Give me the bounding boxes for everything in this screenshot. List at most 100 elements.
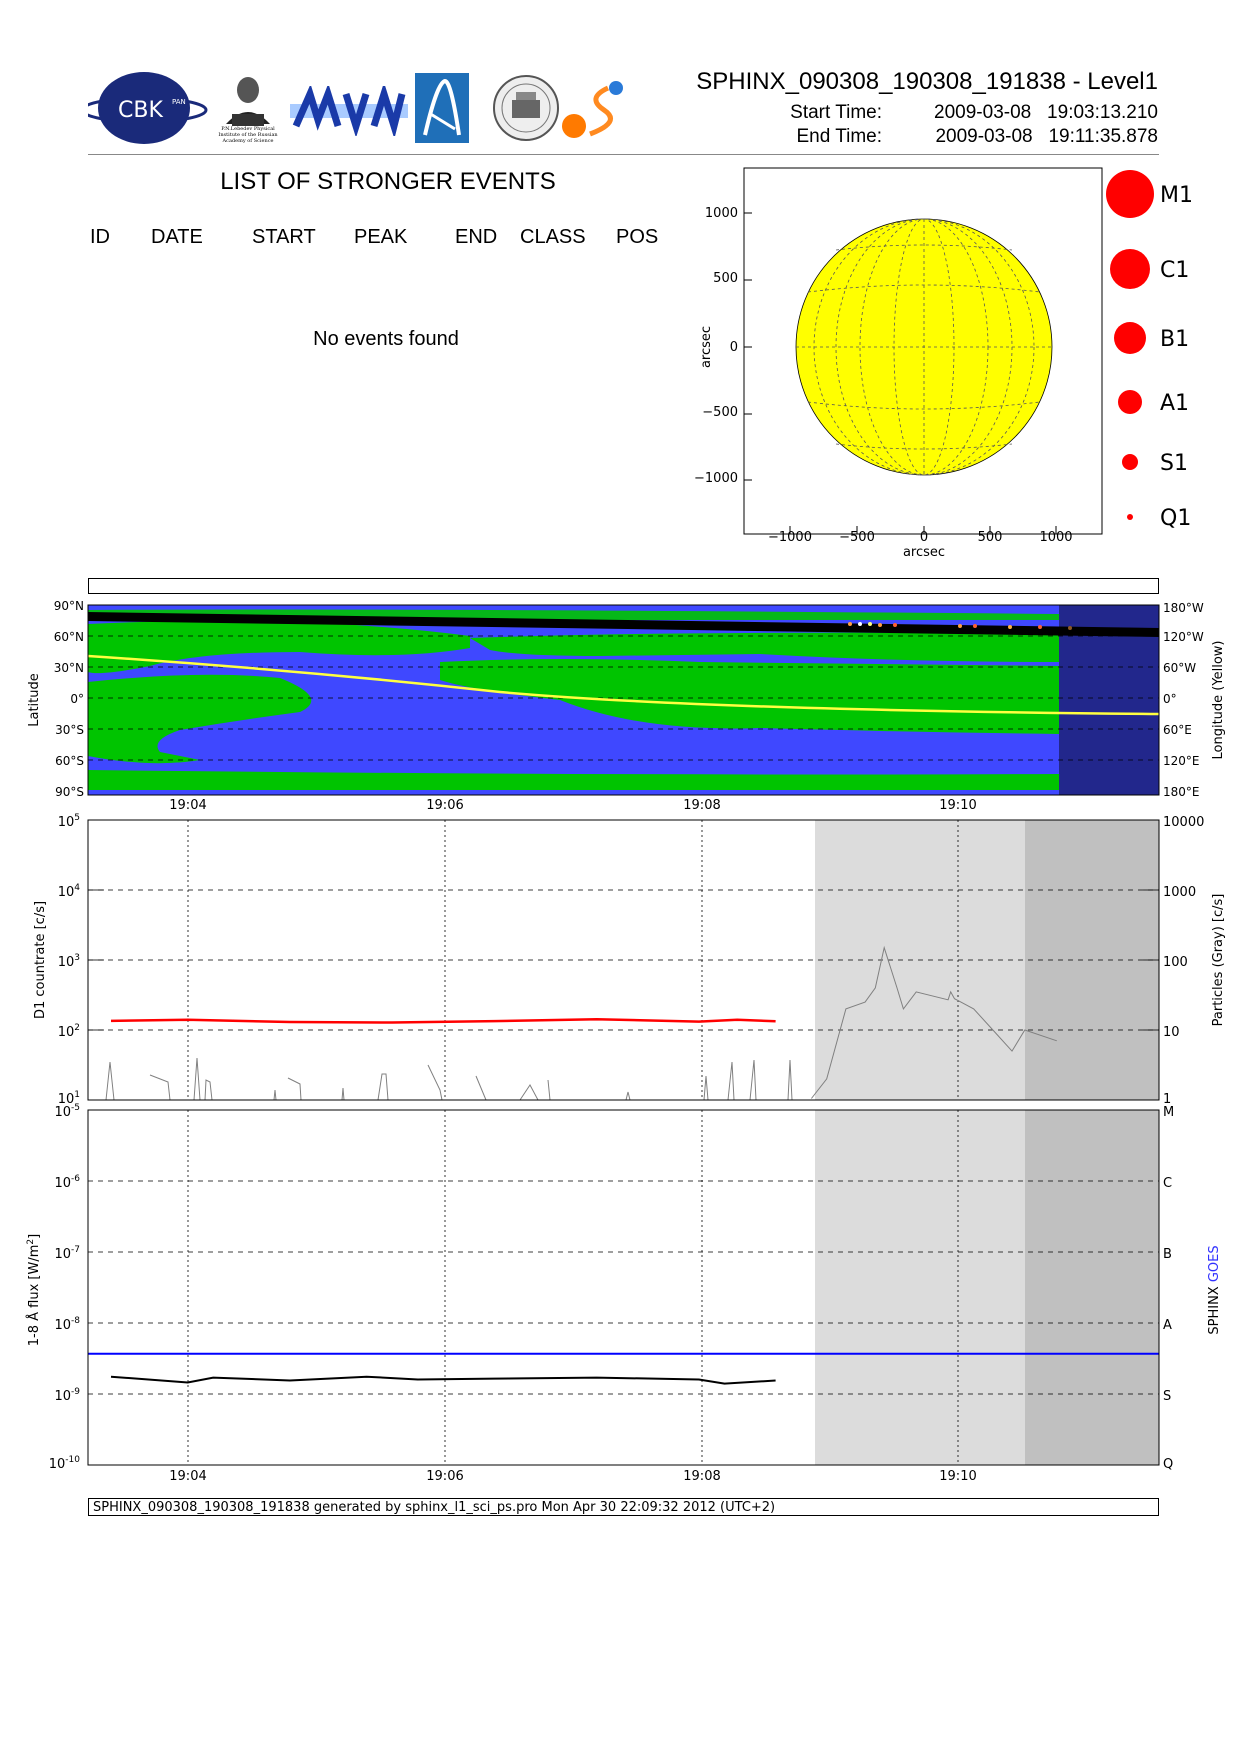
countrate-series-line-0 [110, 1018, 776, 1024]
col-peak: PEAK [354, 226, 408, 248]
header-divider [88, 154, 1159, 155]
svg-text:100: 100 [1163, 955, 1188, 970]
legend-label-a1: A1 [1160, 391, 1189, 416]
legend-label-s1: S1 [1160, 451, 1188, 476]
sun-map: 1000 500 0 −500 −1000 −1000 −500 0 500 1… [694, 167, 1193, 560]
svg-text:1: 1 [1163, 1092, 1171, 1107]
x-tick: 19:04 [169, 798, 206, 813]
status-strip [88, 578, 1159, 594]
legend-dot-b1 [1114, 322, 1146, 354]
y-tick: 0 [730, 340, 738, 355]
cbk-logo: CBK PAN [80, 70, 208, 146]
col-end: END [455, 226, 498, 248]
svg-text:10: 10 [1163, 1025, 1180, 1040]
legend-dot-s1 [1122, 454, 1138, 470]
cbk-logo-text: CBK [118, 98, 163, 123]
lat-tick: 90°N [54, 600, 84, 613]
sun-map-y-ticks: 1000 500 0 −500 −1000 [694, 206, 738, 486]
sun-map-x-ticks: −1000 −500 0 500 1000 [768, 530, 1073, 545]
flux-left-ticks: 10-5 10-6 10-7 10-8 10-9 10-10 [49, 1103, 81, 1472]
y-tick: 500 [713, 271, 738, 286]
x-tick: 1000 [1039, 530, 1072, 545]
seal-logo [492, 72, 560, 144]
countrate-ylabel-left: D1 countrate [c/s] [33, 901, 48, 1019]
svg-text:M: M [1163, 1105, 1174, 1120]
y-tick: 1000 [705, 206, 738, 221]
legend-dot-m1 [1106, 170, 1154, 218]
x-tick: 19:06 [426, 798, 463, 813]
lat-tick: 60°N [54, 630, 84, 644]
flux-x-ticks: 19:04 19:06 19:08 19:10 [169, 1469, 976, 1484]
col-pos: POS [616, 226, 659, 248]
countrate-left-ticks: 105 104 103 102 101 [58, 813, 81, 1107]
particles-baseline-spikes [105, 1057, 793, 1101]
svg-text:103: 103 [58, 953, 80, 970]
lon-tick: 180°W [1163, 601, 1204, 615]
svg-text:10-8: 10-8 [54, 1316, 80, 1333]
sun-map-tickmarks [744, 212, 1057, 534]
svg-text:B: B [1163, 1247, 1172, 1262]
countrate-ylabel-right: Particles (Gray) [c/s] [1211, 894, 1226, 1027]
x-tick: 19:08 [683, 1469, 720, 1484]
svg-text:C: C [1163, 1176, 1172, 1191]
land-masses [88, 609, 1059, 790]
legend-dot-a1 [1118, 390, 1142, 414]
svg-text:Q: Q [1163, 1457, 1173, 1472]
x-tick: −1000 [768, 530, 812, 545]
flare-class-legend: M1 C1 B1 A1 S1 Q1 [1106, 170, 1193, 531]
lat-tick: 60°S [55, 754, 84, 768]
solar-disk [795, 218, 1053, 476]
map-ylabel-left: Latitude [27, 673, 42, 727]
lon-tick: 60°E [1163, 723, 1192, 737]
time-series-panels: 90°N 60°N 30°N 0° 30°S 60°S 90°S 180°W 1… [26, 600, 1226, 1484]
start-time-label: Start Time: [790, 102, 882, 123]
svg-text:10-6: 10-6 [54, 1174, 80, 1191]
countrate-grid [88, 820, 1159, 1100]
flux-panel: 10-5 10-6 10-7 10-8 10-9 10-10 M C B A S… [26, 1103, 1222, 1484]
col-class: CLASS [520, 226, 586, 248]
svg-text:1000: 1000 [1163, 885, 1196, 900]
flux-ylabel-left: 1-8 Å flux [W/m2] [26, 1234, 42, 1346]
end-time-label: End Time: [796, 126, 882, 147]
flux-grid [88, 1110, 1159, 1465]
countrate-minor-ticks [88, 819, 1159, 1031]
y-tick: −500 [702, 405, 738, 420]
x-tick: −500 [839, 530, 875, 545]
flux-legend: SPHINX GOES [1207, 1245, 1222, 1334]
events-title: LIST OF STRONGER EVENTS [220, 168, 556, 195]
map-x-ticks: 19:04 19:06 19:08 19:10 [169, 798, 976, 813]
y-tick: −1000 [694, 471, 738, 486]
lat-tick: 0° [70, 692, 84, 706]
svg-text:105: 105 [58, 813, 80, 830]
x-tick: 19:08 [683, 798, 720, 813]
lon-tick: 180°E [1163, 785, 1200, 799]
x-tick: 500 [978, 530, 1003, 545]
institute-logo [415, 73, 469, 143]
map-ylabel-right: Longitude (Yellow) [1211, 641, 1226, 760]
map-lat-ticks: 90°N 60°N 30°N 0° 30°S 60°S 90°S [54, 600, 84, 799]
svg-text:10000: 10000 [1163, 815, 1204, 830]
no-events-message: No events found [313, 328, 459, 350]
legend-label-m1: M1 [1160, 183, 1193, 208]
lat-tick: 90°S [55, 785, 84, 799]
end-time-value: 2009-03-08 19:11:35.878 [935, 126, 1158, 147]
lon-tick: 120°W [1163, 630, 1204, 644]
flux-series-line-0 [110, 1375, 776, 1385]
lat-tick: 30°N [54, 661, 84, 675]
lat-tick: 30°S [55, 723, 84, 737]
countrate-right-ticks: 10000 1000 100 10 1 [1163, 815, 1204, 1107]
x-tick: 19:06 [426, 1469, 463, 1484]
footer-caption: SPHINX_090308_190308_191838 generated by… [88, 1498, 1159, 1516]
x-tick: 19:04 [169, 1469, 206, 1484]
lon-tick: 60°W [1163, 661, 1196, 675]
miphi-logo [290, 82, 408, 139]
flux-right-ticks: M C B A S Q [1163, 1105, 1174, 1472]
x-tick: 19:10 [939, 798, 976, 813]
legend-label-b1: B1 [1160, 327, 1189, 352]
svg-text:A: A [1163, 1318, 1172, 1333]
report-title: SPHINX_090308_190308_191838 - Level1 [696, 68, 1158, 95]
lebedev-logo: P.N.Lebedev Physical Institute of the Ru… [212, 72, 284, 146]
svg-text:104: 104 [58, 883, 81, 900]
solar-logo [560, 76, 630, 142]
col-start: START [252, 226, 316, 248]
